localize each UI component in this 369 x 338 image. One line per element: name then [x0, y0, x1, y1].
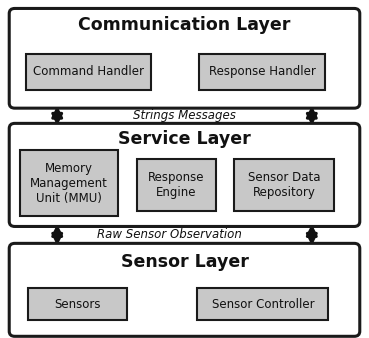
- FancyBboxPatch shape: [234, 159, 334, 211]
- Text: Sensor Layer: Sensor Layer: [121, 253, 248, 271]
- FancyBboxPatch shape: [20, 150, 118, 216]
- FancyBboxPatch shape: [26, 54, 151, 90]
- FancyBboxPatch shape: [9, 243, 360, 336]
- Text: Command Handler: Command Handler: [33, 65, 144, 78]
- Text: Service Layer: Service Layer: [118, 129, 251, 148]
- FancyBboxPatch shape: [197, 288, 328, 320]
- Text: Response
Engine: Response Engine: [148, 171, 204, 199]
- Text: Raw Sensor Observation: Raw Sensor Observation: [97, 228, 242, 241]
- Text: Sensors: Sensors: [54, 298, 101, 311]
- Text: Sensor Data
Repository: Sensor Data Repository: [248, 171, 320, 199]
- Text: Response Handler: Response Handler: [208, 65, 315, 78]
- FancyBboxPatch shape: [9, 8, 360, 108]
- Text: Sensor Controller: Sensor Controller: [211, 298, 314, 311]
- FancyBboxPatch shape: [28, 288, 127, 320]
- FancyBboxPatch shape: [199, 54, 325, 90]
- Text: Communication Layer: Communication Layer: [78, 16, 291, 34]
- Text: Strings Messages: Strings Messages: [133, 110, 236, 122]
- FancyBboxPatch shape: [9, 123, 360, 226]
- FancyBboxPatch shape: [137, 159, 216, 211]
- Text: Memory
Management
Unit (MMU): Memory Management Unit (MMU): [30, 162, 108, 205]
